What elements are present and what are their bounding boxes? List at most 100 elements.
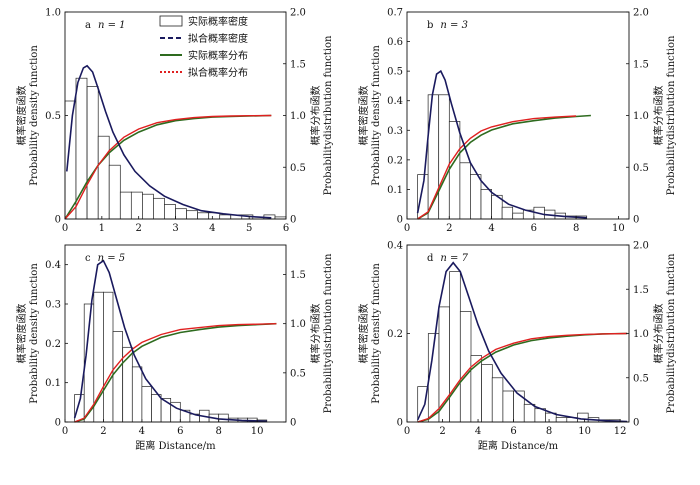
y2-axis-label-en: Probabilitydistribution function bbox=[666, 35, 677, 195]
histogram-bar bbox=[502, 390, 514, 423]
y2-axis-label-zh: 概率分布函数 bbox=[652, 86, 665, 146]
histogram-bar bbox=[512, 212, 524, 220]
y-tick-label: 0 bbox=[397, 418, 403, 429]
histogram-bar bbox=[119, 191, 132, 220]
fitted-pdf-line bbox=[73, 259, 267, 422]
histogram-bar bbox=[130, 191, 143, 220]
panel-label: d n = 7 bbox=[427, 253, 469, 264]
y-axis-label-zh: 概率密度函数 bbox=[357, 86, 370, 146]
actual-cdf-line bbox=[417, 114, 591, 220]
y-tick-label: 0.2 bbox=[387, 329, 403, 340]
histogram-bar bbox=[97, 135, 110, 220]
panel-d: 0 2 4 6 8 10 12 0 0.2 0.4 0 0.5 1.0 1.5 2.0 d n = 7 概率密度函… bbox=[357, 241, 677, 453]
y2-tick-label: 0.5 bbox=[633, 373, 649, 384]
panel-n-value: n = 5 bbox=[98, 253, 126, 264]
histogram-bar bbox=[219, 214, 232, 220]
y-axis-label-en: Probability density function bbox=[371, 45, 382, 186]
histogram-bar bbox=[153, 197, 165, 220]
y-tick-label: 0.6 bbox=[387, 37, 403, 48]
y2-tick-label: 1.5 bbox=[633, 285, 649, 296]
panel-b: 0 2 4 6 8 10 0 0.1 0.2 0.3 0.4 0.5 0.6 0.7 0 0.5 1.0 1.5 2… bbox=[357, 8, 677, 235]
y-tick-label: 0.4 bbox=[45, 260, 61, 271]
histogram-bar bbox=[131, 366, 143, 423]
legend-label-actual_cdf: 实际概率分布 bbox=[188, 49, 248, 62]
y-tick-label: 1.0 bbox=[45, 8, 61, 19]
y-tick-label: 0 bbox=[55, 215, 61, 226]
y2-tick-label: 1.5 bbox=[290, 59, 306, 70]
fitted-pdf-line bbox=[416, 69, 587, 219]
y2-tick-label: 1.5 bbox=[633, 59, 649, 70]
x-tick-label: 10 bbox=[578, 426, 591, 437]
y2-tick-label: 2.0 bbox=[633, 241, 649, 252]
x-tick-label: 2 bbox=[439, 426, 445, 437]
fitted-cdf-line bbox=[417, 115, 577, 220]
histogram-bar bbox=[577, 412, 589, 423]
y2-axis-label-zh: 概率分布函数 bbox=[309, 86, 322, 146]
x-tick-label: 3 bbox=[172, 223, 178, 234]
y2-axis-label-en: Probabilitydistribution function bbox=[323, 253, 334, 413]
histogram-bar bbox=[186, 210, 198, 220]
x-tick-label: 0 bbox=[62, 223, 68, 234]
y2-tick-label: 0.5 bbox=[290, 368, 306, 379]
panel-letter: b bbox=[427, 20, 433, 31]
y2-tick-label: 0.5 bbox=[633, 163, 649, 174]
x-tick-label: 1 bbox=[99, 223, 105, 234]
fitted-pdf-line bbox=[416, 261, 628, 423]
panel-n-value: n = 7 bbox=[440, 253, 468, 264]
panel-label: c n = 5 bbox=[85, 253, 125, 264]
x-tick-label: 2 bbox=[100, 426, 106, 437]
x-axis-label: 距离 Distance/m bbox=[135, 439, 216, 452]
fitted-pdf-line bbox=[66, 64, 272, 219]
y2-tick-label: 1.0 bbox=[633, 329, 649, 340]
x-tick-label: 4 bbox=[209, 223, 215, 234]
histogram-bar bbox=[480, 189, 492, 220]
legend-label-actual_pdf: 实际概率密度 bbox=[188, 15, 248, 28]
y-tick-label: 0.1 bbox=[387, 185, 403, 196]
histogram-bar bbox=[555, 417, 568, 423]
y-tick-label: 0.2 bbox=[45, 339, 61, 350]
histogram-bar bbox=[438, 94, 450, 220]
x-tick-label: 5 bbox=[246, 223, 252, 234]
legend-label-fitted_cdf: 拟合概率分布 bbox=[188, 66, 248, 79]
histogram-bar bbox=[481, 364, 493, 423]
histogram-bar bbox=[218, 413, 229, 423]
histogram-bar bbox=[470, 174, 482, 220]
y-axis-label-en: Probability density function bbox=[371, 263, 382, 404]
histogram-bar bbox=[523, 403, 536, 423]
x-tick-label: 4 bbox=[488, 223, 494, 234]
panel-letter: c bbox=[85, 253, 91, 264]
x-tick-label: 6 bbox=[510, 426, 516, 437]
y-tick-label: 0.4 bbox=[387, 96, 403, 107]
x-tick-label: 6 bbox=[177, 426, 183, 437]
x-tick-label: 0 bbox=[404, 426, 410, 437]
histogram-bar bbox=[459, 162, 471, 220]
histogram-bar bbox=[151, 394, 162, 423]
x-tick-label: 2 bbox=[446, 223, 452, 234]
y-tick-label: 0.5 bbox=[45, 111, 61, 122]
y2-tick-label: 2.0 bbox=[290, 8, 306, 19]
y-tick-label: 0 bbox=[397, 215, 403, 226]
plot-frame bbox=[64, 244, 287, 423]
x-tick-label: 10 bbox=[251, 426, 264, 437]
legend-swatch-actual_pdf bbox=[159, 15, 183, 27]
y-axis-label-zh: 概率密度函数 bbox=[15, 86, 28, 146]
actual-cdf-line bbox=[74, 322, 277, 423]
panel-label: b n = 3 bbox=[427, 20, 468, 31]
x-tick-label: 10 bbox=[612, 223, 625, 234]
y2-tick-label: 0 bbox=[290, 418, 296, 429]
panel-n-value: n = 1 bbox=[98, 20, 126, 31]
x-tick-label: 8 bbox=[216, 426, 222, 437]
histogram-bar bbox=[141, 386, 152, 423]
y-tick-label: 0.4 bbox=[387, 241, 403, 252]
fitted-cdf-line bbox=[64, 114, 272, 220]
y2-tick-label: 1.0 bbox=[290, 319, 306, 330]
y2-axis-label-en: Probabilitydistribution function bbox=[323, 35, 334, 195]
y-axis-label-zh: 概率密度函数 bbox=[15, 304, 28, 364]
panel-letter: d bbox=[427, 253, 434, 264]
x-tick-label: 2 bbox=[135, 223, 141, 234]
y-tick-label: 0.3 bbox=[45, 300, 61, 311]
x-tick-label: 4 bbox=[475, 426, 481, 437]
y-tick-label: 0.5 bbox=[387, 67, 403, 78]
